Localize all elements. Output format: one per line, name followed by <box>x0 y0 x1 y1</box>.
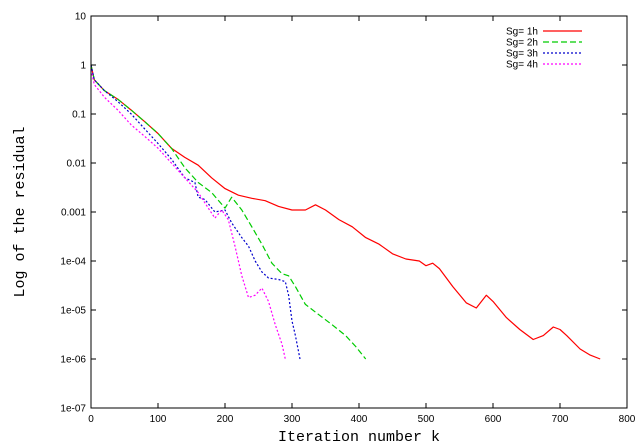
x-tick-label: 300 <box>284 414 301 425</box>
plot-lines <box>90 64 601 360</box>
x-tick-label: 800 <box>619 414 636 425</box>
series-line-4 <box>90 69 286 360</box>
y-tick-label: 0.1 <box>72 110 86 121</box>
series-line-2 <box>90 64 367 360</box>
x-tick-label: 400 <box>351 414 368 425</box>
y-tick-label: 0.01 <box>67 159 87 170</box>
x-tick-label: 200 <box>217 414 234 425</box>
y-tick-label: 1e-07 <box>60 404 86 415</box>
x-axis-title: Iteration number k <box>278 429 440 446</box>
y-tick-label: 0.001 <box>61 208 86 219</box>
x-tick-label: 0 <box>88 414 94 425</box>
y-tick-label: 10 <box>75 12 87 23</box>
series-line-3 <box>90 64 301 360</box>
x-tick-label: 100 <box>150 414 167 425</box>
legend-label: Sg= 3h <box>506 49 538 60</box>
axis-ticks: 0 100 200 300 400 500 600 700 800 1e-07 1e-06 1e-05… <box>60 12 635 426</box>
x-tick-label: 600 <box>485 414 502 425</box>
legend-label: Sg= 4h <box>506 60 538 71</box>
y-tick-label: 1e-06 <box>60 355 86 366</box>
series-line-1 <box>90 64 601 360</box>
y-tick-label: 1e-05 <box>60 306 86 317</box>
y-tick-label: 1 <box>80 61 86 72</box>
x-tick-label: 700 <box>552 414 569 425</box>
x-tick-label: 500 <box>418 414 435 425</box>
legend-label: Sg= 2h <box>506 38 538 49</box>
plot-frame <box>90 15 628 409</box>
legend-label: Sg= 1h <box>506 27 538 38</box>
y-axis-title: Log of the residual <box>12 126 29 297</box>
y-tick-label: 1e-04 <box>60 257 86 268</box>
